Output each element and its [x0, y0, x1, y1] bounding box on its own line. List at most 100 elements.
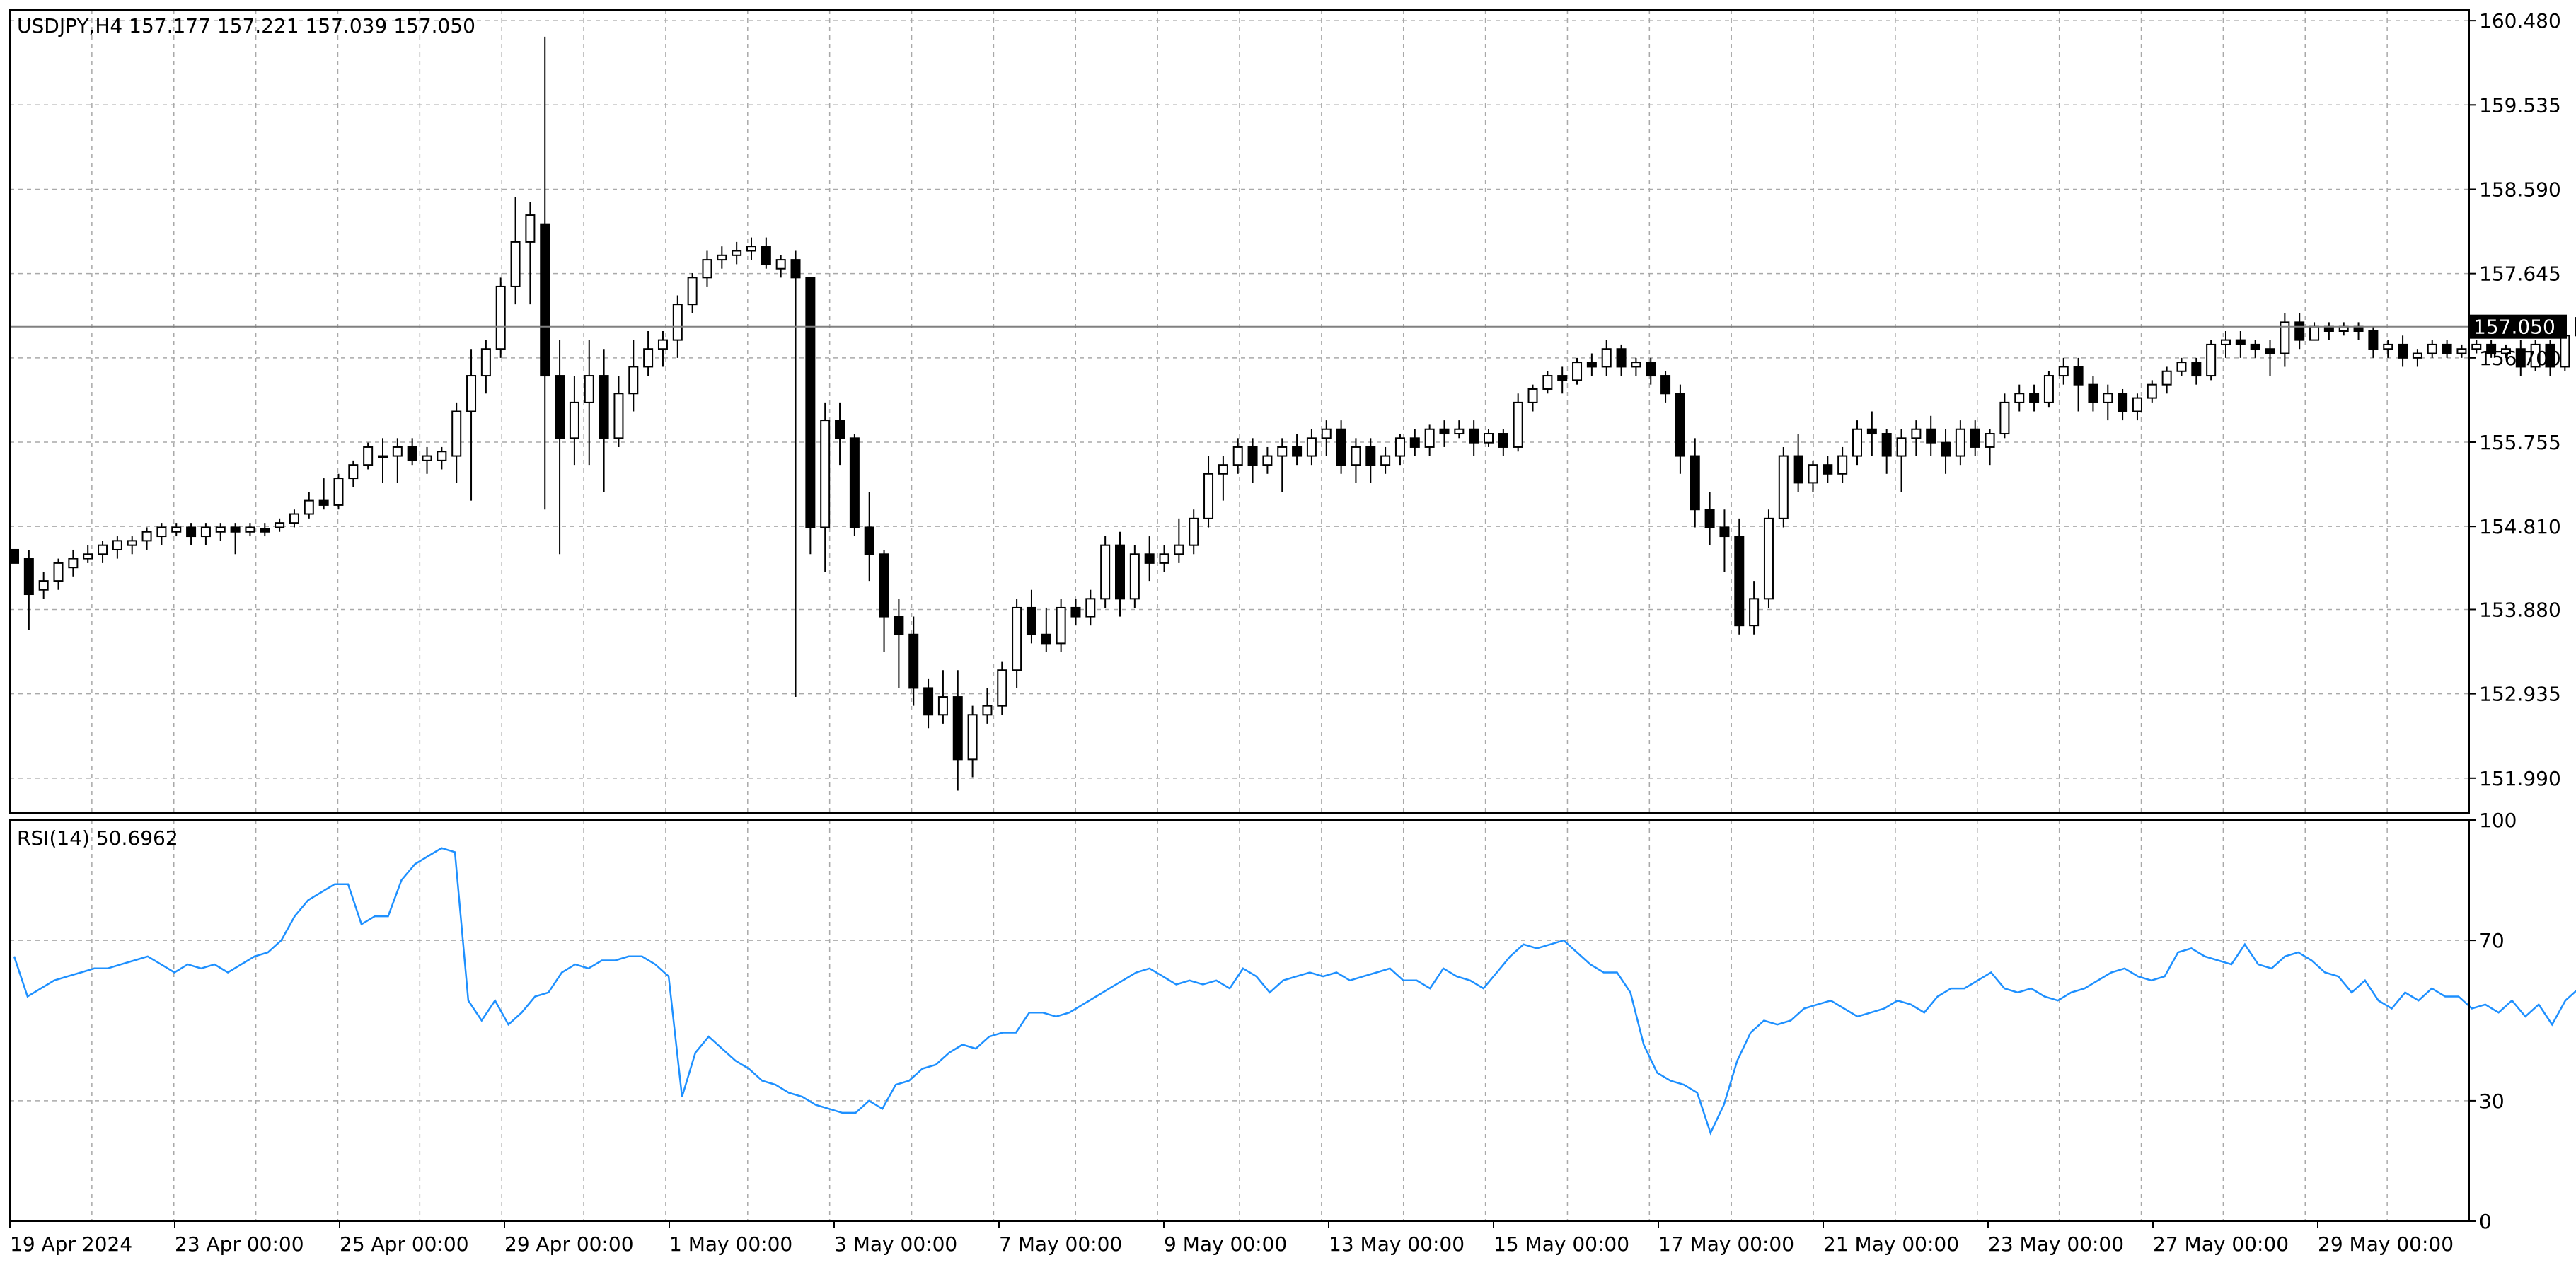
candle-body-bullish: [687, 277, 698, 306]
candle-body-bullish: [141, 531, 152, 542]
candle-body-bearish: [1070, 606, 1081, 618]
time-tick-label: 29 Apr 00:00: [504, 1232, 634, 1256]
candle-body-bearish: [864, 526, 874, 555]
candle-body-bearish: [599, 375, 609, 439]
price-panel-border: [9, 9, 2470, 814]
candle-body-bullish: [1129, 553, 1140, 600]
candle-body-bullish: [2500, 348, 2511, 354]
candle-body-bullish: [613, 393, 624, 439]
candle-body-bullish: [1351, 446, 1361, 466]
candle-body-bullish: [2383, 343, 2393, 350]
candle-body-bearish: [908, 633, 919, 689]
candle-body-bearish: [1115, 544, 1125, 600]
candle-body-bearish: [1675, 393, 1685, 457]
time-tick-label: 7 May 00:00: [999, 1232, 1122, 1256]
price-axis: 160.480 159.535 158.590 157.645 156.700 155.7…: [2469, 9, 2561, 790]
candle-body-bullish: [1999, 401, 2010, 435]
candlestick-series: [9, 36, 2576, 791]
candle-body-bullish: [1778, 455, 1789, 519]
candle-body-bearish: [1719, 526, 1730, 538]
candle-body-bearish: [2368, 330, 2379, 350]
candle-body-bearish: [1336, 428, 1346, 466]
candle-body-bullish: [495, 285, 506, 350]
time-tick-label: 29 May 00:00: [2318, 1232, 2454, 1256]
candle-body-bullish: [1896, 437, 1907, 457]
candle-body-bearish: [1704, 509, 1715, 528]
candle-body-bearish: [952, 696, 963, 761]
candle-body-bearish: [1926, 428, 1936, 444]
candle-body-bearish: [2515, 348, 2526, 368]
candle-body-bullish: [1572, 362, 1583, 381]
candle-body-bearish: [1469, 428, 1479, 444]
candle-body-bearish: [894, 616, 904, 635]
candle-body-bearish: [835, 420, 845, 439]
candle-body-bullish: [732, 250, 742, 256]
candle-body-bullish: [83, 553, 93, 560]
candle-body-bullish: [378, 455, 388, 458]
candle-body-bearish: [2294, 321, 2305, 341]
candle-body-bullish: [1085, 598, 1096, 618]
candle-body-bullish: [2206, 343, 2217, 377]
candle-body-bearish: [879, 553, 889, 618]
time-axis: 19 Apr 2024 23 Apr 00:00 25 Apr 00:00 29 Ap…: [9, 1221, 2454, 1256]
candle-body-bullish: [628, 366, 639, 395]
price-tick-label: 154.810: [2479, 515, 2561, 538]
candle-body-bearish: [790, 259, 801, 279]
candle-body-bullish: [127, 540, 137, 546]
price-tick-label: 151.990: [2479, 767, 2561, 790]
candle-body-bullish: [1601, 348, 1612, 368]
candle-body-bearish: [1881, 433, 1892, 457]
time-tick-label: 1 May 00:00: [669, 1232, 792, 1256]
candle-body-bullish: [38, 580, 49, 591]
candle-body-bullish: [2014, 393, 2025, 403]
candle-body-bullish: [657, 339, 668, 350]
candle-body-bearish: [1690, 455, 1700, 511]
candle-body-bearish: [2545, 343, 2555, 368]
candle-body-bullish: [510, 241, 521, 287]
candle-body-bearish: [2265, 348, 2275, 354]
candle-body-bearish: [1646, 362, 1656, 377]
candle-body-bullish: [2221, 339, 2231, 345]
price-tick-label: 156.700: [2479, 347, 2561, 370]
candle-body-bearish: [2235, 339, 2246, 345]
candle-body-bearish: [2029, 393, 2040, 403]
candle-body-bullish: [2176, 362, 2187, 372]
candle-body-bearish: [23, 558, 34, 596]
candle-body-bearish: [1823, 464, 1833, 475]
candle-body-bearish: [2073, 366, 2084, 386]
candle-body-bullish: [2132, 397, 2142, 412]
candle-body-bullish: [2280, 321, 2290, 354]
candle-body-bullish: [2147, 383, 2157, 399]
symbol-header: USDJPY,H4 157.177 157.221 157.039 157.05…: [17, 14, 475, 37]
candle-body-bullish: [2058, 366, 2069, 377]
candle-body-bullish: [1262, 455, 1273, 466]
candle-body-bearish: [2191, 362, 2202, 377]
candle-body-bearish: [1365, 446, 1376, 466]
candle-body-bearish: [1041, 633, 1051, 645]
candle-body-bullish: [1542, 375, 1553, 390]
time-tick-label: 27 May 00:00: [2153, 1232, 2289, 1256]
candle-body-bullish: [304, 499, 314, 515]
candle-body-bearish: [805, 277, 816, 528]
candle-body-bearish: [1498, 433, 1508, 448]
candle-body-bullish: [1749, 598, 1760, 627]
candle-body-bullish: [1852, 428, 1862, 457]
candle-body-bullish: [1527, 388, 1538, 403]
candle-body-bearish: [260, 528, 270, 533]
candle-body-bearish: [407, 446, 417, 461]
candle-body-bullish: [1763, 517, 1774, 600]
rsi-axis: 100 70 30 0: [2469, 809, 2517, 1233]
candle-body-bearish: [1144, 553, 1155, 564]
time-tick-label: 17 May 00:00: [1658, 1232, 1794, 1256]
candle-body-bullish: [997, 669, 1007, 707]
candle-body-bearish: [318, 499, 329, 506]
time-tick-label: 9 May 00:00: [1164, 1232, 1287, 1256]
candle-body-bearish: [2088, 383, 2098, 403]
candle-body-bullish: [480, 348, 491, 377]
price-tick-label: 153.880: [2479, 598, 2561, 621]
time-tick-label: 19 Apr 2024: [10, 1232, 132, 1256]
candle-body-bullish: [68, 558, 79, 569]
candle-body-bearish: [761, 246, 771, 265]
candle-body-bullish: [171, 526, 182, 533]
